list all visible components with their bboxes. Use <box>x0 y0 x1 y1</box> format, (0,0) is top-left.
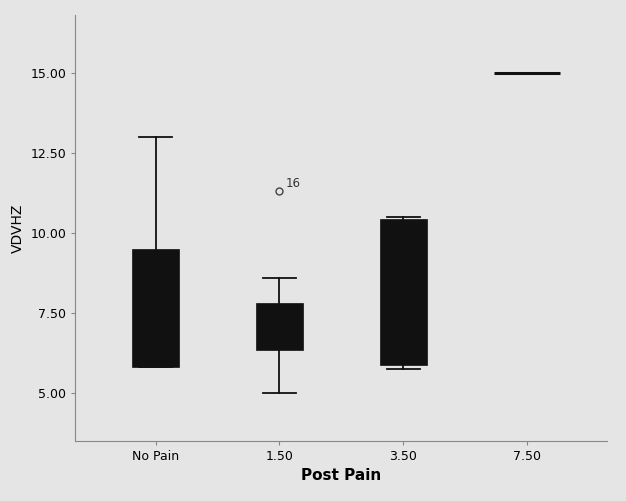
Y-axis label: VDVHZ: VDVHZ <box>11 203 24 253</box>
Bar <box>256 303 303 350</box>
Text: 16: 16 <box>285 176 300 189</box>
X-axis label: Post Pain: Post Pain <box>301 468 381 483</box>
Bar <box>379 219 426 365</box>
Bar <box>132 249 179 367</box>
